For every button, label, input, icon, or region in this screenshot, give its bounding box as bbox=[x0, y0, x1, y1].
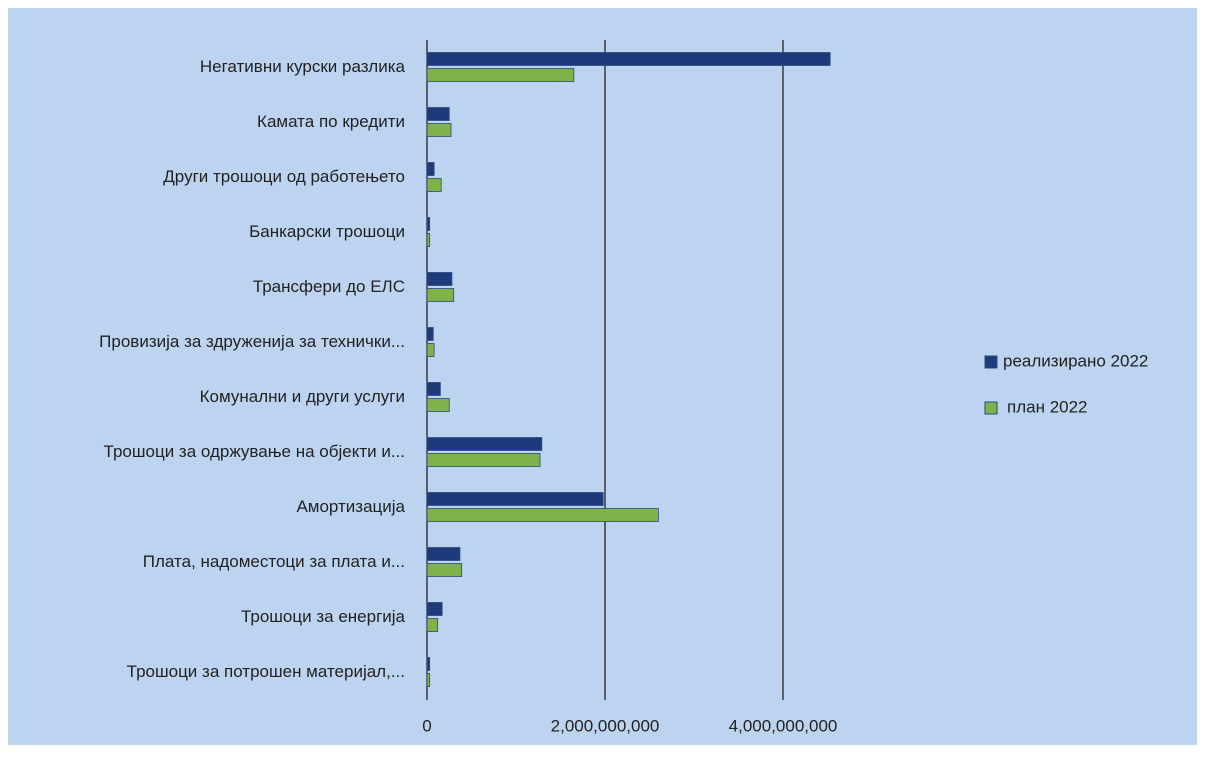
y-tick-label: Трошоци за енергија bbox=[241, 607, 406, 626]
y-tick-label: Други трошоци од работењето bbox=[163, 167, 405, 186]
bar bbox=[426, 437, 543, 451]
bar bbox=[426, 398, 450, 412]
x-tick-label: 2,000,000,000 bbox=[551, 716, 660, 735]
bar bbox=[426, 107, 450, 121]
y-tick-label: Трошоци за одржување на објекти и... bbox=[104, 442, 405, 461]
bar bbox=[426, 602, 443, 616]
chart-background bbox=[8, 8, 1197, 745]
y-tick-label: Трансфери до ЕЛС bbox=[253, 277, 405, 296]
y-tick-label: Амортизација bbox=[296, 497, 405, 516]
legend-label: план 2022 bbox=[1007, 397, 1088, 416]
bar bbox=[426, 453, 541, 467]
bar bbox=[426, 492, 604, 506]
y-tick-label: Камата по кредити bbox=[257, 112, 405, 131]
bar bbox=[426, 673, 431, 687]
bar bbox=[426, 547, 461, 561]
bar bbox=[426, 123, 452, 137]
bar bbox=[426, 288, 455, 302]
bar bbox=[426, 343, 435, 357]
bar bbox=[426, 618, 439, 632]
y-tick-label: Банкарски трошоци bbox=[249, 222, 405, 241]
y-tick-label: Комунални и други услуги bbox=[200, 387, 405, 406]
x-tick-label: 4,000,000,000 bbox=[729, 716, 838, 735]
bar bbox=[426, 382, 441, 396]
legend-label: реализирано 2022 bbox=[1003, 351, 1148, 370]
legend-swatch bbox=[984, 401, 998, 415]
bar bbox=[426, 68, 575, 82]
y-tick-label: Плата, надоместоци за плата и... bbox=[143, 552, 405, 571]
x-tick-label: 0 bbox=[422, 716, 431, 735]
y-tick-label: Негативни курски разлика bbox=[200, 57, 406, 76]
legend-swatch bbox=[984, 355, 998, 369]
bar bbox=[426, 272, 453, 286]
bar bbox=[426, 508, 659, 522]
y-tick-label: Трошоци за потрошен материјал,... bbox=[127, 662, 405, 681]
bar bbox=[426, 563, 463, 577]
y-tick-label: Провизија за здруженија за технички... bbox=[99, 332, 405, 351]
bar bbox=[426, 233, 431, 247]
bar bbox=[426, 657, 431, 671]
bar bbox=[426, 217, 431, 231]
bar bbox=[426, 162, 435, 176]
bar bbox=[426, 327, 434, 341]
bar bbox=[426, 178, 442, 192]
bar bbox=[426, 52, 831, 66]
